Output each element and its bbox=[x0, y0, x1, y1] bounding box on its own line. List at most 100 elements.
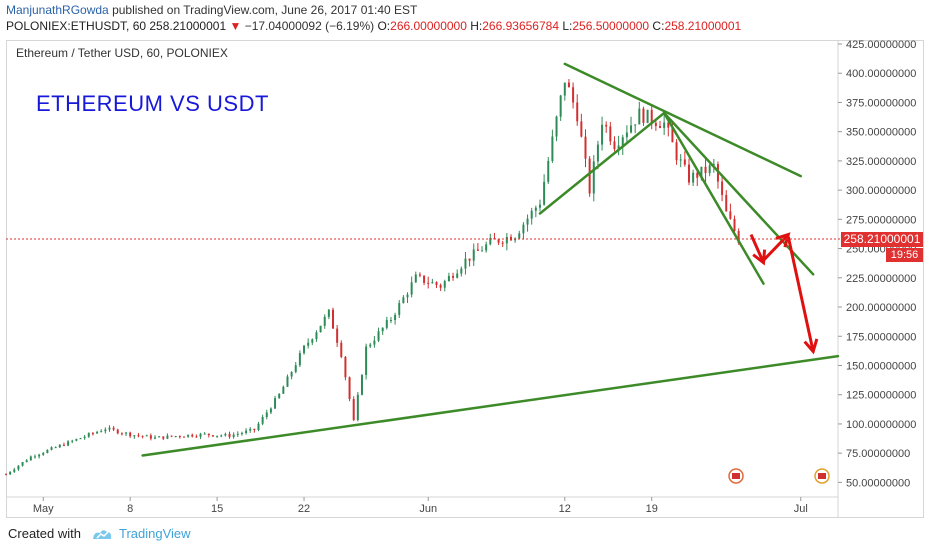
arrow-head bbox=[803, 338, 819, 355]
candle-body bbox=[216, 435, 219, 437]
candle-body bbox=[683, 159, 686, 165]
high-key: H: bbox=[466, 19, 483, 33]
chart-frame bbox=[6, 40, 924, 518]
candle-body bbox=[274, 398, 277, 409]
candle-body bbox=[650, 109, 653, 123]
candle-body bbox=[187, 434, 190, 437]
candle-body bbox=[708, 165, 711, 174]
candle-body bbox=[311, 339, 314, 343]
candle-body bbox=[696, 172, 699, 178]
candle-body bbox=[158, 436, 161, 438]
candle-body bbox=[687, 164, 690, 183]
candle-body bbox=[315, 332, 318, 340]
candle-body bbox=[249, 428, 252, 431]
arrow-shaft bbox=[749, 233, 765, 264]
change-text: −17.04000092 (−6.19%) bbox=[241, 19, 375, 33]
candle-body bbox=[87, 433, 90, 437]
candle-body bbox=[737, 230, 740, 243]
candle-body bbox=[232, 434, 235, 438]
candle-body bbox=[654, 122, 657, 126]
tradingview-brand-link[interactable]: TradingView bbox=[118, 526, 191, 541]
candle-body bbox=[38, 454, 41, 457]
candle-body bbox=[9, 471, 12, 475]
y-tick-label: 150.00000000 bbox=[846, 360, 916, 372]
arrows-layer bbox=[749, 232, 819, 355]
candle-body bbox=[663, 122, 666, 128]
candle-body bbox=[406, 294, 409, 298]
candle-body bbox=[129, 432, 132, 437]
candle-body bbox=[634, 124, 637, 126]
pane-title: Ethereum / Tether USD, 60, POLONIEX bbox=[16, 46, 228, 60]
candle-body bbox=[240, 433, 243, 435]
candle-body bbox=[71, 440, 74, 442]
candle-body bbox=[414, 274, 417, 283]
candle-body bbox=[162, 436, 165, 439]
low-value: 256.50000000 bbox=[572, 19, 650, 33]
chart-header: ManjunathRGowda published on TradingView… bbox=[6, 2, 741, 34]
x-tick-label: 12 bbox=[559, 503, 571, 515]
candle-body bbox=[360, 374, 363, 395]
high-value: 266.93656784 bbox=[482, 19, 559, 33]
arrow-shaft bbox=[786, 236, 815, 352]
x-tick-label: 19 bbox=[646, 503, 658, 515]
candle-body bbox=[630, 125, 633, 133]
author-link[interactable]: ManjunathRGowda bbox=[6, 3, 109, 17]
candle-body bbox=[75, 438, 78, 441]
trendline bbox=[538, 111, 666, 215]
candle-body bbox=[79, 438, 82, 440]
candle-body bbox=[427, 282, 430, 284]
y-tick-label: 75.00000000 bbox=[846, 448, 910, 460]
candle-body bbox=[137, 435, 140, 437]
candle-body bbox=[526, 218, 529, 225]
candle-body bbox=[261, 417, 264, 424]
x-tick-label: Jun bbox=[419, 503, 437, 515]
arrow-head bbox=[752, 249, 767, 266]
candle-body bbox=[112, 427, 115, 430]
y-tick-label: 225.00000000 bbox=[846, 273, 916, 285]
candle-body bbox=[481, 250, 484, 252]
candle-body bbox=[667, 122, 670, 128]
candle-body bbox=[447, 275, 450, 282]
trendline bbox=[662, 111, 815, 276]
candle-body bbox=[303, 345, 306, 354]
candle-body bbox=[104, 429, 107, 432]
candle-body bbox=[13, 469, 16, 472]
candle-body bbox=[485, 244, 488, 251]
candle-body bbox=[50, 447, 53, 450]
y-tick-label: 200.00000000 bbox=[846, 302, 916, 314]
candle-body bbox=[145, 435, 148, 437]
candle-body bbox=[700, 166, 703, 178]
y-tick-label: 400.00000000 bbox=[846, 68, 916, 80]
down-arrow-icon: ▼ bbox=[229, 19, 242, 33]
candle-body bbox=[617, 145, 620, 150]
candle-body bbox=[567, 82, 570, 88]
candle-body bbox=[83, 436, 86, 439]
candle-body bbox=[596, 144, 599, 162]
x-tick-label: May bbox=[33, 503, 54, 515]
candle-body bbox=[340, 342, 343, 357]
candle-body bbox=[25, 460, 28, 463]
candle-body bbox=[203, 433, 206, 435]
candle-body bbox=[327, 309, 330, 317]
candle-body bbox=[679, 159, 682, 161]
candle-body bbox=[534, 207, 537, 211]
candle-body bbox=[17, 465, 20, 470]
y-tick-label: 50.00000000 bbox=[846, 477, 910, 489]
candle-body bbox=[269, 408, 272, 413]
footer: Created with TradingView bbox=[8, 526, 191, 541]
candle-body bbox=[613, 141, 616, 150]
candle-body bbox=[733, 218, 736, 231]
low-key: L: bbox=[559, 19, 573, 33]
candle-body bbox=[671, 127, 674, 143]
x-tick-label: 15 bbox=[211, 503, 223, 515]
candle-body bbox=[125, 432, 128, 434]
candle-body bbox=[435, 282, 438, 285]
candle-body bbox=[348, 377, 351, 400]
candle-body bbox=[265, 412, 268, 418]
candle-body bbox=[501, 242, 504, 244]
candle-body bbox=[369, 344, 372, 347]
candle-body bbox=[675, 142, 678, 161]
candle-body bbox=[460, 268, 463, 274]
candle-body bbox=[149, 435, 152, 439]
